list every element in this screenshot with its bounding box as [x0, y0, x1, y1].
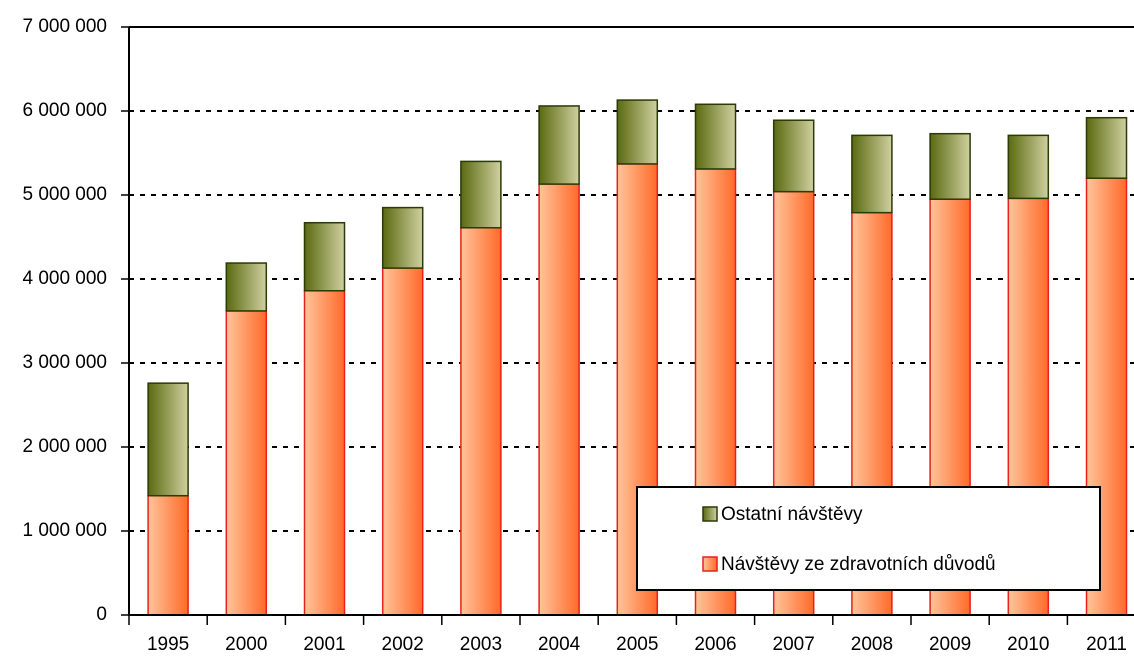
x-tick-label: 2008 [851, 634, 893, 655]
bar-segment [929, 132, 971, 200]
x-tick-label: 2002 [382, 634, 424, 655]
x-tick-label: 1995 [147, 634, 189, 655]
x-tick-label: 2004 [538, 634, 581, 655]
x-tick-label: 2011 [1086, 634, 1127, 655]
bar-segment [538, 183, 580, 616]
bar-segment [616, 99, 659, 165]
legend-label: Ostatní návštěvy [721, 504, 863, 525]
bar-segment [1085, 116, 1128, 179]
x-tick-label: 2005 [616, 634, 658, 655]
x-tick-label: 2007 [773, 634, 815, 655]
y-tick-label: 3 000 000 [22, 352, 107, 373]
x-tick-label: 2000 [225, 634, 267, 655]
bar-segment [225, 262, 268, 312]
bar-segment [1007, 134, 1050, 200]
bar-segment [460, 227, 502, 616]
bar-segment [225, 310, 268, 616]
bar-segment [303, 290, 346, 616]
legend-swatch [702, 556, 718, 572]
bar-segment [460, 160, 502, 229]
y-tick-label: 0 [96, 604, 107, 625]
legend-swatch [702, 506, 718, 522]
x-tick-label: 2006 [694, 634, 736, 655]
bar-segment [147, 494, 189, 616]
bar-segment [381, 267, 424, 616]
x-tick-label: 2010 [1007, 634, 1049, 655]
bar-segment [147, 382, 189, 497]
y-tick-label: 6 000 000 [22, 100, 107, 121]
legend-label: Návštěvy ze zdravotních důvodů [721, 554, 996, 575]
y-tick-label: 2 000 000 [22, 436, 107, 457]
bar-segment [381, 206, 424, 269]
legend [636, 486, 1101, 591]
bar-segment [694, 103, 737, 170]
y-tick-label: 5 000 000 [22, 184, 107, 205]
bar-segment [538, 105, 580, 185]
y-tick-label: 4 000 000 [22, 268, 107, 289]
bar-segment [303, 221, 346, 292]
x-tick-label: 2009 [929, 634, 971, 655]
x-tick-label: 2001 [303, 634, 345, 655]
bar-segment [772, 119, 815, 193]
y-tick-label: 7 000 000 [22, 16, 107, 37]
bar-segment [851, 134, 893, 214]
x-tick-label: 2003 [460, 634, 502, 655]
y-tick-label: 1 000 000 [22, 520, 107, 541]
